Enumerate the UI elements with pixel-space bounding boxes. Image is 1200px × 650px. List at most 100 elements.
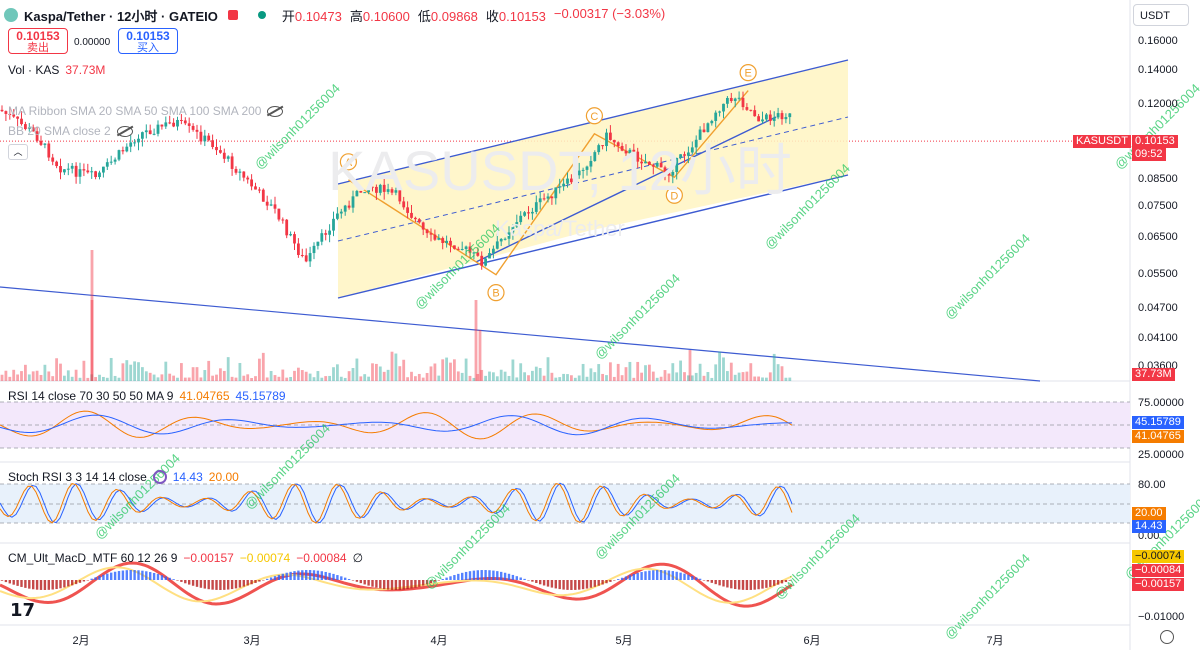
- candle: [195, 129, 199, 132]
- macd-histogram-bar: [219, 580, 222, 590]
- candle: [320, 233, 324, 242]
- volume-bar: [168, 373, 172, 381]
- candle: [585, 166, 589, 170]
- macd-legend[interactable]: CM_Ult_MacD_MTF 60 12 26 9 −0.00157 −0.0…: [8, 551, 364, 565]
- volume-bar: [601, 373, 604, 381]
- macd-histogram-bar: [480, 570, 483, 580]
- volume-bar: [59, 363, 62, 381]
- volume-legend[interactable]: Vol · KAS 37.73M: [8, 63, 106, 77]
- macd-histogram-bar: [468, 571, 472, 580]
- macd-histogram-bar: [546, 580, 550, 587]
- volume-bar: [445, 357, 448, 381]
- stoch-legend[interactable]: Stoch RSI 3 3 14 14 close 14.43 20.00: [8, 470, 239, 484]
- candle: [753, 110, 757, 117]
- candle: [687, 152, 690, 156]
- volume-bar: [20, 371, 23, 381]
- volume-bar: [737, 372, 741, 381]
- macd-histogram-bar: [195, 580, 199, 587]
- macd-histogram-bar: [464, 571, 468, 580]
- month-tick: 6月: [803, 635, 821, 647]
- volume-bar: [503, 371, 507, 381]
- volume-bar: [258, 358, 261, 381]
- macd-histogram-bar: [320, 571, 323, 580]
- bb-legend[interactable]: BB 20 SMA close 2: [8, 124, 133, 138]
- candle: [589, 160, 593, 167]
- candle: [776, 113, 780, 118]
- hidden-eye-icon[interactable]: [116, 125, 133, 137]
- volume-bar: [612, 376, 616, 381]
- buy-button[interactable]: 0.10153 买入: [118, 28, 178, 54]
- candle: [741, 97, 745, 108]
- symbol-title[interactable]: Kaspa/Tether · 12小时 · GATEIO: [24, 8, 218, 24]
- volume-bar: [148, 372, 152, 381]
- candle: [702, 129, 706, 133]
- macd-histogram-bar: [656, 570, 659, 580]
- candle: [4, 111, 8, 114]
- ma-ribbon-legend[interactable]: MA Ribbon SMA 20 SMA 50 SMA 100 SMA 200: [8, 104, 284, 118]
- candle: [222, 152, 226, 159]
- macd-histogram-bar: [86, 580, 89, 581]
- candle: [133, 142, 136, 144]
- macd-histogram-bar: [149, 572, 152, 580]
- ohlc-readout: 开0.10473 高0.10600 低0.09868 收0.10153 −0.0…: [281, 5, 666, 24]
- macd-histogram-bar: [702, 580, 706, 581]
- candle: [515, 222, 519, 227]
- volume-bar: [663, 370, 667, 381]
- volume-bar: [39, 374, 43, 381]
- volume-spike: [90, 300, 94, 381]
- macd-histogram-bar: [402, 580, 405, 590]
- value-tag: −0.00074: [1132, 550, 1185, 563]
- macd-histogram-bar: [726, 580, 729, 588]
- volume-bar: [359, 376, 363, 381]
- go-to-realtime-icon[interactable]: [1160, 630, 1174, 644]
- macd-histogram-bar: [398, 580, 401, 590]
- candle: [601, 145, 604, 147]
- volume-bar: [281, 369, 285, 381]
- volume-bar: [597, 364, 601, 381]
- candle: [176, 119, 179, 127]
- macd-histogram-bar: [749, 580, 752, 590]
- macd-histogram-bar: [351, 580, 355, 581]
- candle: [187, 123, 191, 126]
- macd-histogram-bar: [624, 576, 628, 580]
- candle: [109, 161, 113, 163]
- macd-histogram-bar: [129, 570, 132, 580]
- volume-bar: [199, 377, 203, 381]
- volume-bar: [472, 377, 476, 381]
- candle: [336, 213, 339, 219]
- volume-bar: [203, 370, 207, 381]
- oscillator-tick: 75.00000: [1138, 397, 1184, 409]
- candle: [273, 204, 277, 209]
- candle: [304, 255, 308, 262]
- macd-histogram-bar: [737, 580, 741, 590]
- collapse-legend-button[interactable]: ︿: [8, 144, 28, 160]
- rsi-legend[interactable]: RSI 14 close 70 30 50 50 MA 9 41.04765 4…: [8, 389, 286, 403]
- hidden-eye-icon[interactable]: [267, 105, 284, 117]
- macd-histogram-bar: [663, 570, 667, 580]
- macd-histogram-bar: [386, 580, 390, 590]
- macd-histogram-bar: [98, 575, 101, 580]
- macd-histogram-bar: [710, 580, 713, 583]
- candle: [203, 135, 207, 142]
- volume-bar: [12, 369, 16, 381]
- settings-icon[interactable]: [152, 470, 167, 484]
- macd-histogram-bar: [242, 580, 245, 587]
- macd-histogram-bar: [82, 580, 86, 582]
- volume-bar: [488, 371, 491, 381]
- macd-histogram-bar: [558, 580, 561, 590]
- candle: [417, 219, 421, 223]
- macd-histogram-bar: [227, 580, 230, 590]
- volume-bar: [784, 377, 788, 381]
- macd-histogram-bar: [277, 574, 281, 580]
- volume-bar: [507, 375, 511, 381]
- macd-histogram-bar: [394, 580, 398, 590]
- candle: [511, 226, 515, 233]
- macd-histogram-bar: [0, 580, 4, 581]
- volume-bar: [226, 357, 230, 381]
- currency-button[interactable]: USDT: [1133, 4, 1189, 26]
- price-tag-symbol: KASUSDT: [1073, 135, 1131, 148]
- candle: [768, 114, 772, 121]
- sell-button[interactable]: 0.10153 卖出: [8, 28, 68, 54]
- volume-bar: [164, 361, 168, 381]
- candle: [698, 129, 702, 140]
